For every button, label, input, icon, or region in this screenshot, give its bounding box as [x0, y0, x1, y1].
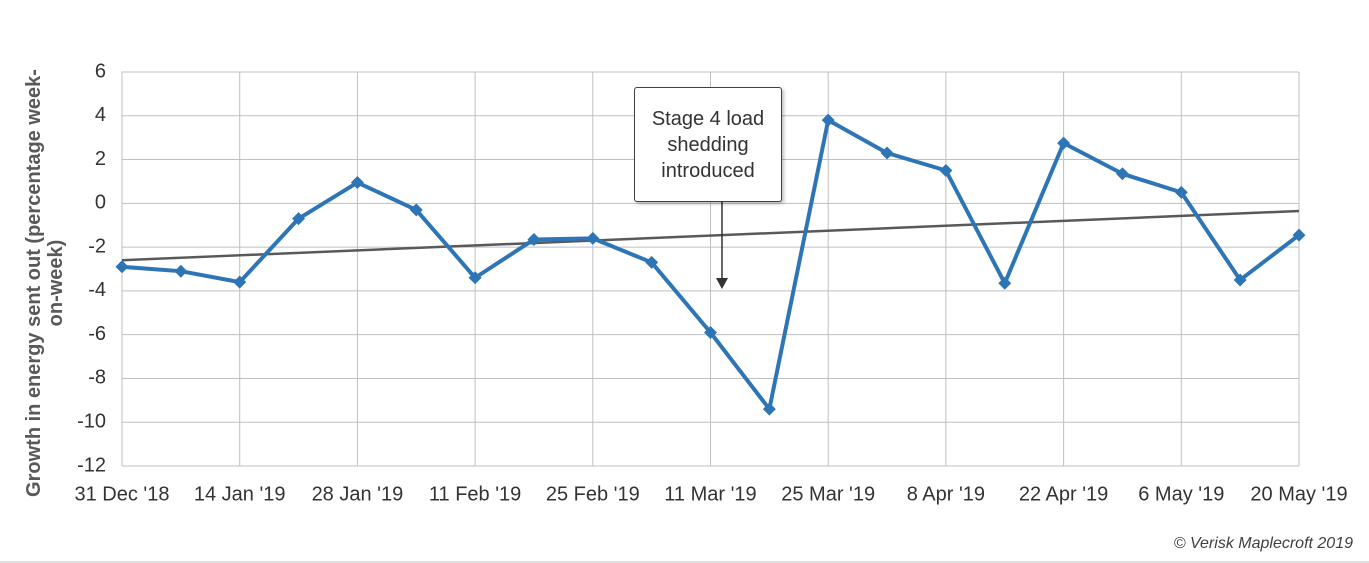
y-tick-label: -8: [88, 367, 106, 389]
marker: [174, 264, 188, 278]
marker: [1057, 136, 1071, 150]
x-tick-label: 6 May '19: [1138, 483, 1224, 505]
marker: [821, 113, 835, 127]
x-tick-label: 22 Apr '19: [1019, 483, 1108, 505]
x-tick-label: 14 Jan '19: [194, 483, 286, 505]
trendline: [121, 209, 1300, 262]
annotation-arrowhead: [716, 278, 728, 289]
y-tick-label: 4: [95, 104, 106, 126]
marker: [998, 276, 1012, 290]
x-tick-label: 25 Mar '19: [781, 483, 875, 505]
y-tick-label: -4: [88, 279, 106, 301]
marker: [527, 232, 541, 246]
marker: [762, 402, 776, 416]
y-tick-label: 6: [95, 60, 106, 82]
y-axis-label: Growth in energy sent out (percentage we…: [23, 69, 67, 497]
marker: [1115, 167, 1129, 181]
marker: [468, 271, 482, 285]
y-tick-label: 0: [95, 192, 106, 214]
y-tick-label: 2: [95, 148, 106, 170]
marker: [409, 203, 423, 217]
marker: [704, 325, 717, 339]
x-tick-label: 25 Feb '19: [546, 483, 640, 505]
marker: [1292, 228, 1306, 242]
x-tick-label: 11 Feb '19: [429, 483, 521, 505]
marker: [292, 212, 306, 226]
marker: [115, 260, 129, 274]
annotation: Stage 4 load shedding introduced: [634, 87, 782, 202]
x-tick-label: 28 Jan '19: [312, 483, 404, 505]
marker: [350, 176, 364, 190]
y-tick-label: -12: [77, 454, 106, 476]
x-tick-label: 11 Mar '19: [664, 483, 756, 505]
credit: © Verisk Maplecroft 2019: [1173, 535, 1353, 552]
marker: [880, 146, 894, 160]
marker: [645, 255, 659, 269]
x-tick-label: 8 Apr '19: [907, 483, 985, 505]
x-tick-label: 20 May '19: [1250, 483, 1347, 505]
marker: [1174, 185, 1188, 199]
marker: [1233, 273, 1247, 287]
y-tick-label: -10: [77, 411, 106, 433]
y-tick-label: -2: [88, 235, 106, 257]
marker: [586, 231, 600, 245]
x-tick-label: 31 Dec '18: [75, 483, 170, 505]
marker: [233, 275, 247, 289]
marker: [939, 164, 953, 177]
y-tick-label: -6: [88, 323, 106, 345]
